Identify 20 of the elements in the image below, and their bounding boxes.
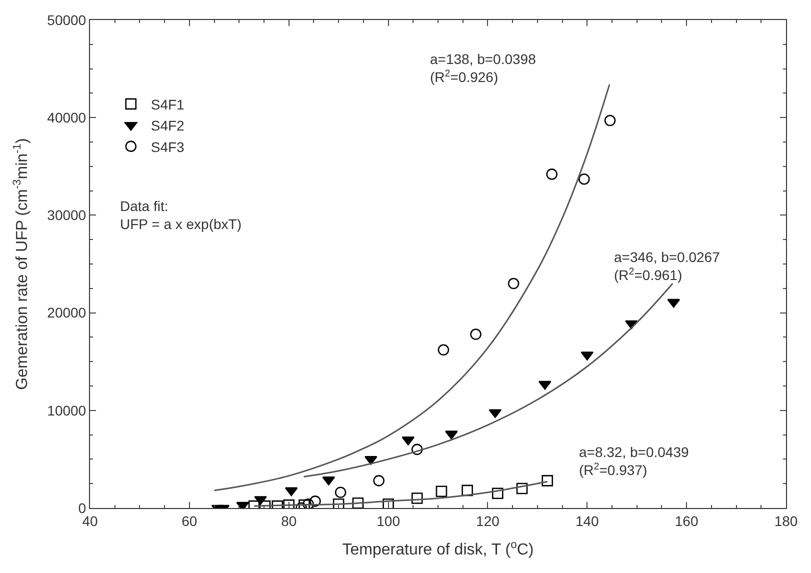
annotation: a=346, b=0.0267 (R$^{2}$=0.961) bbox=[614, 249, 720, 284]
y-tick-label: 10000 bbox=[47, 402, 86, 418]
y-tick-label: 20000 bbox=[47, 304, 86, 321]
x-tick-label: 60 bbox=[182, 512, 198, 529]
x-tick-label: 100 bbox=[376, 512, 400, 529]
y-tick-label: 50000 bbox=[47, 12, 86, 28]
annotation: Data fit: UFP = a x exp(bxT) bbox=[120, 198, 242, 232]
annotation: a=8.32, b=0.0439 (R$^{2}$=0.937) bbox=[579, 444, 689, 478]
y-tick-label: 30000 bbox=[47, 207, 86, 224]
x-tick-label: 160 bbox=[674, 512, 698, 529]
annotation: a=138, b=0.0398 (R$^{2}$=0.926) bbox=[430, 51, 536, 86]
legend-label: S4F2 bbox=[150, 118, 185, 134]
legend-label: S4F3 bbox=[150, 138, 185, 155]
x-tick-label: 140 bbox=[575, 512, 600, 529]
legend-label: S4F1 bbox=[150, 96, 185, 112]
y-tick-label: 40000 bbox=[47, 110, 86, 126]
x-tick-label: 80 bbox=[281, 512, 297, 529]
x-tick-label: 180 bbox=[774, 512, 798, 529]
x-tick-label: 120 bbox=[476, 512, 500, 529]
x-axis-title: Temperature of disk, T ($^{o}$C) bbox=[342, 538, 534, 559]
